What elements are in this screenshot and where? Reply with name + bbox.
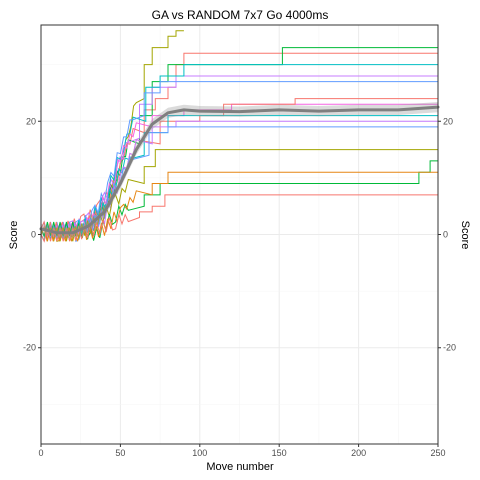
series-line-13 [40,160,438,241]
x-tick-label: 150 [272,448,287,458]
chart-title: GA vs RANDOM 7x7 Go 4000ms [152,8,329,22]
x-axis-label: Move number [206,461,274,473]
series-line-1 [40,30,184,242]
y-tick-label-left: 20 [26,116,36,126]
y-tick-label-left: 0 [31,230,36,240]
y-axis-label: Score [8,221,20,250]
x-tick-label: 100 [192,448,207,458]
y-tick-label-left: -20 [23,343,36,353]
y-tick-label-right: 20 [443,116,453,126]
axis-ticks: 0 50 100 150 200 250 -20 -20 0 0 20 20 [23,116,456,458]
trend-line [39,105,440,235]
series-line-14 [40,171,438,242]
x-tick-label: 50 [115,448,125,458]
y-tick-label-right: 0 [443,230,448,240]
series-layer [39,30,440,243]
x-tick-label: 250 [430,448,445,458]
series-line-15 [40,194,438,243]
y-tick-label-right: -20 [443,343,456,353]
trend-confidence-band [41,102,438,238]
y-axis-label-right: Score [459,221,471,250]
x-tick-label: 200 [351,448,366,458]
x-tick-label: 0 [38,448,43,458]
